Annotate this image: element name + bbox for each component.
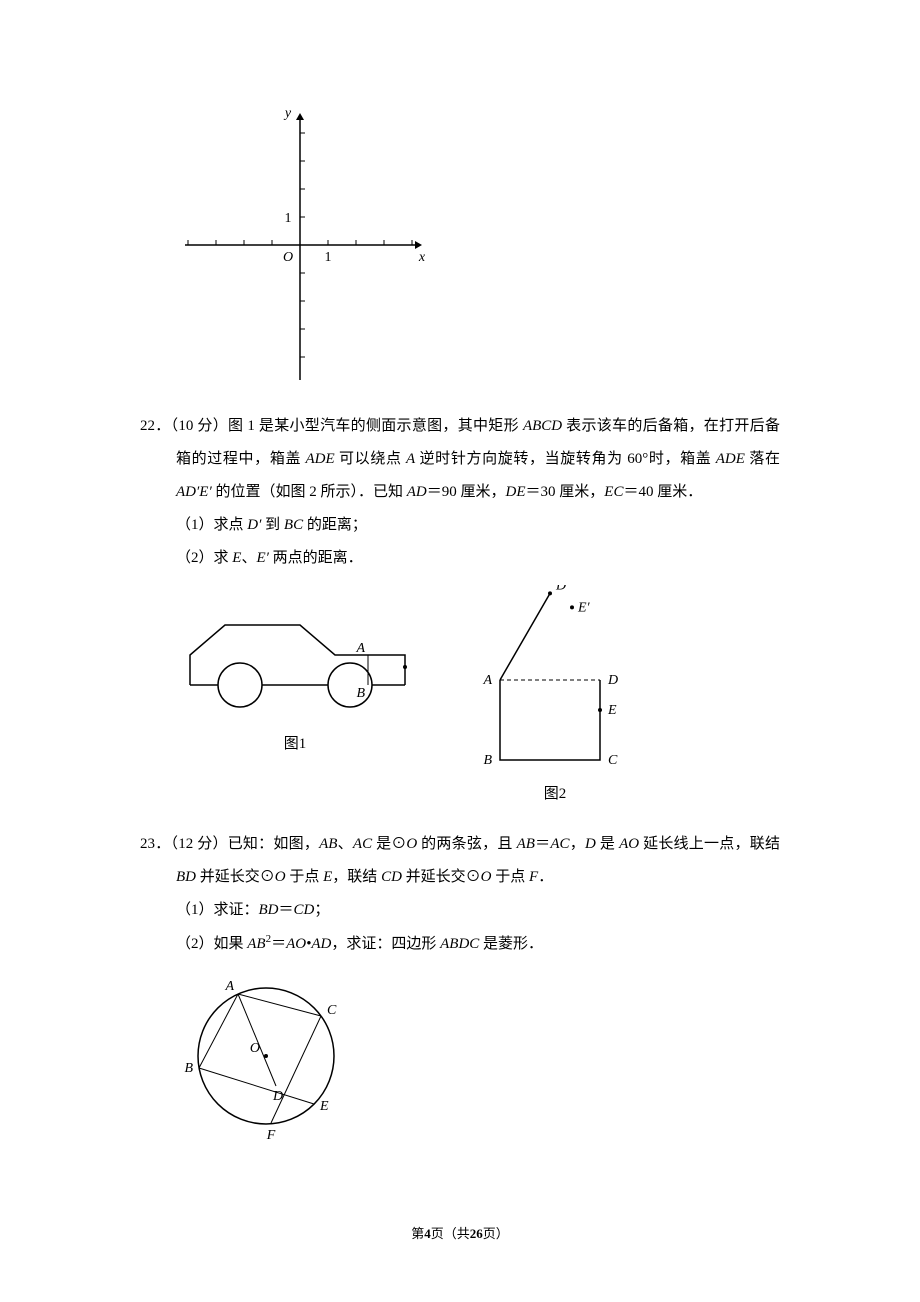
svg-text:A: A — [224, 979, 234, 994]
svg-text:B: B — [483, 753, 492, 768]
q22-points: （10 分） — [171, 418, 228, 434]
q23-sub2: （2）如果 AB2＝AO•AD，求证：四边形 ABDC 是菱形． — [140, 927, 780, 961]
fig2-label: 图2 — [470, 782, 640, 803]
svg-text:1: 1 — [285, 211, 292, 226]
q22-figures: ADEBC 图1 ADEBCD′E′ 图2 — [140, 585, 780, 803]
svg-text:E: E — [319, 1099, 329, 1114]
svg-text:B: B — [184, 1061, 193, 1076]
svg-text:D: D — [607, 673, 618, 688]
q23-sub1: （1）求证：BD＝CD； — [140, 894, 780, 927]
q22-fig2: A DE B C D′ E′ — [470, 585, 640, 775]
q22-sub2: （2）求 E、E′ 两点的距离． — [140, 542, 780, 575]
fig1-label: 图1 — [180, 732, 410, 753]
svg-text:B: B — [356, 686, 365, 701]
svg-text:O: O — [283, 250, 293, 265]
svg-text:D: D — [272, 1089, 283, 1104]
q22-num: 22． — [140, 418, 171, 434]
svg-text:E: E — [607, 703, 617, 718]
svg-text:E′: E′ — [577, 600, 591, 615]
question-22: 22．（10 分）图 1 是某小型汽车的侧面示意图，其中矩形 ABCD 表示该车… — [140, 410, 780, 575]
svg-text:x: x — [418, 250, 426, 265]
q23-num: 23． — [140, 836, 170, 852]
svg-text:A: A — [482, 673, 492, 688]
svg-text:y: y — [283, 106, 292, 121]
q23-fig: A C B E F O D — [176, 971, 366, 1151]
question-23: 23．（12 分）已知：如图，AB、AC 是⊙O 的两条弦，且 AB＝AC，D … — [140, 828, 780, 961]
svg-text:C: C — [608, 753, 618, 768]
svg-text:A: A — [355, 641, 365, 656]
svg-text:D′: D′ — [555, 585, 570, 593]
q22-fig1: ADEBC — [180, 585, 410, 725]
svg-text:C: C — [327, 1003, 337, 1018]
svg-text:1: 1 — [325, 250, 332, 265]
q22-sub1: （1）求点 D′ 到 BC 的距离； — [140, 509, 780, 542]
svg-text:O: O — [250, 1041, 260, 1056]
svg-text:F: F — [266, 1128, 276, 1143]
axes-figure: O 1 1 x y — [170, 100, 430, 390]
page-footer: 第4页（共26页） — [0, 1223, 920, 1242]
q23-points: （12 分） — [170, 836, 227, 852]
